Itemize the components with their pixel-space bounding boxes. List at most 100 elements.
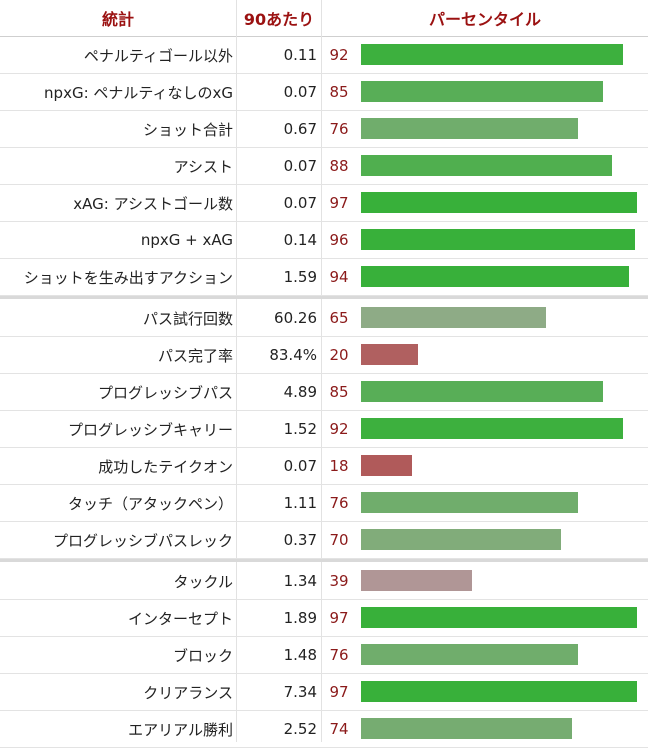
percentile-value: 76 [329, 120, 349, 138]
table-row: ショットを生み出すアクション 1.59 94 [0, 259, 648, 296]
percentile-bar [361, 307, 547, 328]
table-row: プログレッシブパス 4.89 85 [0, 374, 648, 411]
percentile-value: 96 [329, 231, 349, 249]
header-stat: 統計 [0, 0, 236, 37]
table-row: npxG + xAG 0.14 96 [0, 222, 648, 259]
stat-label: xAG: アシストゴール数 [73, 194, 233, 213]
percentile-value: 97 [329, 194, 349, 212]
percentile-bar [361, 529, 561, 550]
stat-label: ショットを生み出すアクション [23, 268, 233, 287]
table-row: 成功したテイクオン 0.07 18 [0, 448, 648, 485]
per90-value: 1.34 [283, 572, 317, 590]
stat-label: パス完了率 [157, 346, 233, 365]
table-row: エアリアル勝利 2.52 74 [0, 711, 648, 748]
percentile-value: 76 [329, 494, 349, 512]
stat-label: アシスト [173, 157, 233, 176]
per90-value: 0.14 [283, 231, 317, 249]
table-row: アシスト 0.07 88 [0, 148, 648, 185]
per90-value: 1.48 [283, 646, 317, 664]
per90-value: 2.52 [283, 720, 317, 738]
percentile-bar [361, 81, 604, 102]
header-percentile: パーセンタイル [322, 0, 648, 37]
stat-label: npxG + xAG [140, 231, 233, 249]
percentile-bar [361, 570, 473, 591]
per90-value: 0.37 [283, 531, 317, 549]
table-row: クリアランス 7.34 97 [0, 674, 648, 711]
per90-value: 0.07 [283, 157, 317, 175]
stat-label: パス試行回数 [142, 309, 233, 328]
table-row: パス試行回数 60.26 65 [0, 300, 648, 337]
percentile-bar [361, 344, 418, 365]
percentile-value: 92 [329, 46, 349, 64]
percentile-value: 97 [329, 683, 349, 701]
table-row: ブロック 1.48 76 [0, 637, 648, 674]
percentile-value: 97 [329, 609, 349, 627]
table-row: xAG: アシストゴール数 0.07 97 [0, 185, 648, 222]
percentile-value: 88 [329, 157, 349, 175]
per90-value: 0.67 [283, 120, 317, 138]
percentile-value: 85 [329, 83, 349, 101]
percentile-value: 92 [329, 420, 349, 438]
column-divider [236, 0, 237, 742]
percentile-bar [361, 681, 638, 702]
table-row: インターセプト 1.89 97 [0, 600, 648, 637]
stat-label: ペナルティゴール以外 [83, 46, 233, 65]
per90-value: 1.52 [283, 420, 317, 438]
percentile-value: 20 [329, 346, 349, 364]
percentile-bar [361, 455, 413, 476]
percentile-value: 70 [329, 531, 349, 549]
per90-value: 83.4% [269, 346, 317, 364]
table-row: プログレッシブパスレック 0.37 70 [0, 522, 648, 559]
percentile-bar [361, 155, 612, 176]
per90-value: 7.34 [283, 683, 317, 701]
stat-label: インターセプト [127, 609, 233, 628]
percentile-bar [361, 229, 635, 250]
percentile-bar [361, 118, 578, 139]
per90-value: 0.11 [283, 46, 317, 64]
stat-label: タッチ（アタックペン） [67, 494, 233, 513]
per90-value: 4.89 [283, 383, 317, 401]
per90-value: 0.07 [283, 457, 317, 475]
per90-value: 1.11 [283, 494, 317, 512]
header-per90: 90あたり [237, 0, 321, 37]
stat-label: npxG: ペナルティなしのxG [44, 83, 233, 102]
table-row: プログレッシブキャリー 1.52 92 [0, 411, 648, 448]
stat-label: プログレッシブパスレック [52, 531, 233, 550]
group-separator [0, 296, 648, 299]
per90-value: 1.89 [283, 609, 317, 627]
stat-label: プログレッシブキャリー [67, 420, 233, 439]
percentile-bar [361, 192, 638, 213]
column-divider [321, 0, 322, 742]
per90-value: 60.26 [274, 309, 317, 327]
percentile-value: 74 [329, 720, 349, 738]
percentile-bar [361, 381, 604, 402]
percentile-bar [361, 44, 624, 65]
group-separator [0, 559, 648, 562]
table-row: タッチ（アタックペン） 1.11 76 [0, 485, 648, 522]
stat-label: タックル [173, 572, 233, 591]
per90-value: 0.07 [283, 83, 317, 101]
per90-value: 0.07 [283, 194, 317, 212]
percentile-value: 65 [329, 309, 349, 327]
stat-label: プログレッシブパス [97, 383, 233, 402]
percentile-value: 39 [329, 572, 349, 590]
percentile-bar [361, 266, 629, 287]
table-row: npxG: ペナルティなしのxG 0.07 85 [0, 74, 648, 111]
percentile-value: 76 [329, 646, 349, 664]
percentile-bar [361, 418, 624, 439]
percentile-bar [361, 644, 578, 665]
percentile-value: 85 [329, 383, 349, 401]
table-row: ペナルティゴール以外 0.11 92 [0, 37, 648, 74]
stat-label: 成功したテイクオン [98, 457, 233, 476]
percentile-value: 94 [329, 268, 349, 286]
stat-label: ブロック [172, 646, 233, 665]
percentile-bar [361, 492, 578, 513]
per90-value: 1.59 [283, 268, 317, 286]
table-row: パス完了率 83.4% 20 [0, 337, 648, 374]
stat-label: クリアランス [143, 683, 233, 702]
percentile-bar [361, 607, 638, 628]
stat-label: エアリアル勝利 [128, 720, 233, 739]
percentile-bar [361, 718, 572, 739]
table-row: ショット合計 0.67 76 [0, 111, 648, 148]
